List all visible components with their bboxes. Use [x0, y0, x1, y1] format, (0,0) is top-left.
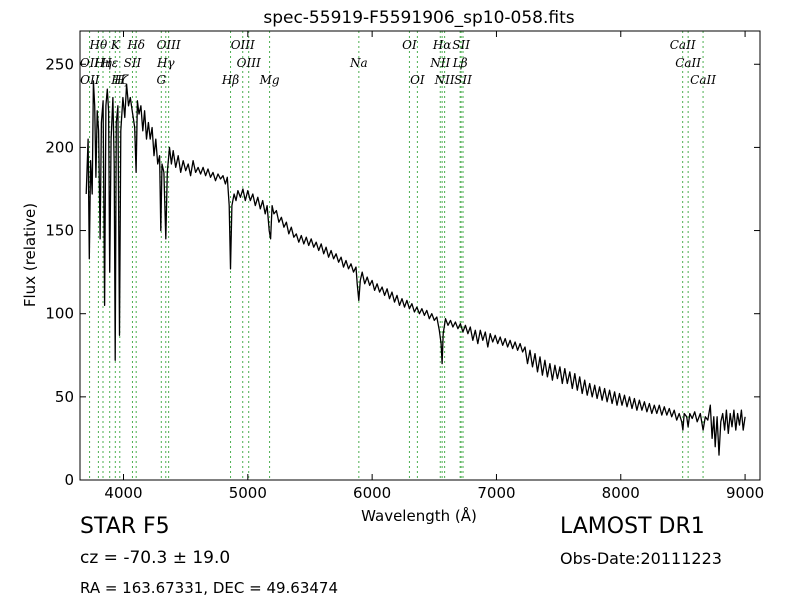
x-tick-label: 7000 — [477, 484, 515, 502]
y-tick-label: 0 — [64, 471, 74, 489]
redshift-cz: cz = -70.3 ± 19.0 — [80, 548, 231, 568]
line-label: CaII — [690, 73, 716, 87]
y-tick-label: 250 — [45, 55, 74, 73]
line-label: OI — [402, 38, 417, 52]
line-label: Hζ — [110, 73, 129, 87]
survey-name: LAMOST DR1 — [560, 514, 705, 539]
y-axis-label: Flux (relative) — [21, 203, 39, 307]
x-tick-label: 5000 — [229, 484, 267, 502]
y-axis: 0 50 100 150 200 250 — [45, 55, 760, 489]
line-label: OII — [80, 56, 100, 70]
chart-title: spec-55919-F5591906_sp10-058.fits — [263, 8, 574, 28]
line-label: OIII — [231, 38, 255, 52]
line-label: OI — [410, 73, 425, 87]
line-label: CaII — [670, 38, 696, 52]
spectrum-line — [85, 80, 746, 456]
line-label: OIII — [157, 38, 181, 52]
y-tick-label: 200 — [45, 138, 74, 156]
plot-frame — [79, 30, 761, 481]
line-label: OIII — [237, 56, 261, 70]
line-label: Hθ — [89, 38, 108, 52]
line-label: SII — [454, 73, 472, 87]
line-label: SII — [452, 38, 470, 52]
x-tick-label: 6000 — [353, 484, 391, 502]
line-label: G — [157, 73, 167, 87]
line-label: CaII — [675, 56, 701, 70]
line-label: Hγ — [156, 56, 175, 70]
x-tick-label: 9000 — [726, 484, 764, 502]
observation-date: Obs-Date:20111223 — [560, 549, 722, 568]
y-tick-label: 150 — [45, 222, 74, 240]
line-label: Hα — [432, 38, 452, 52]
line-label: NII — [429, 56, 450, 70]
line-label: SII — [124, 56, 142, 70]
line-label: OII — [80, 73, 100, 87]
line-markers — [89, 31, 704, 480]
y-tick-label: 100 — [45, 305, 74, 323]
x-tick-label: 4000 — [104, 484, 142, 502]
line-label: H — [113, 73, 125, 87]
line-label: NII — [434, 73, 455, 87]
line-label: Hη — [93, 56, 112, 70]
line-label: Na — [349, 56, 368, 70]
x-tick-label: 8000 — [602, 484, 640, 502]
line-label: Hβ — [221, 73, 239, 87]
x-axis-label: Wavelength (Å) — [361, 506, 477, 525]
ra-dec-coordinates: RA = 163.67331, DEC = 49.63474 — [80, 579, 339, 597]
line-label: Lβ — [452, 56, 468, 70]
line-label: Hδ — [126, 38, 145, 52]
line-label: Hε — [100, 56, 118, 70]
line-label: K — [110, 38, 121, 52]
x-axis: 4000 5000 6000 7000 8000 9000 — [104, 31, 764, 502]
line-label: Mg — [259, 73, 280, 87]
object-type: STAR F5 — [80, 514, 170, 539]
y-tick-label: 50 — [55, 388, 74, 406]
